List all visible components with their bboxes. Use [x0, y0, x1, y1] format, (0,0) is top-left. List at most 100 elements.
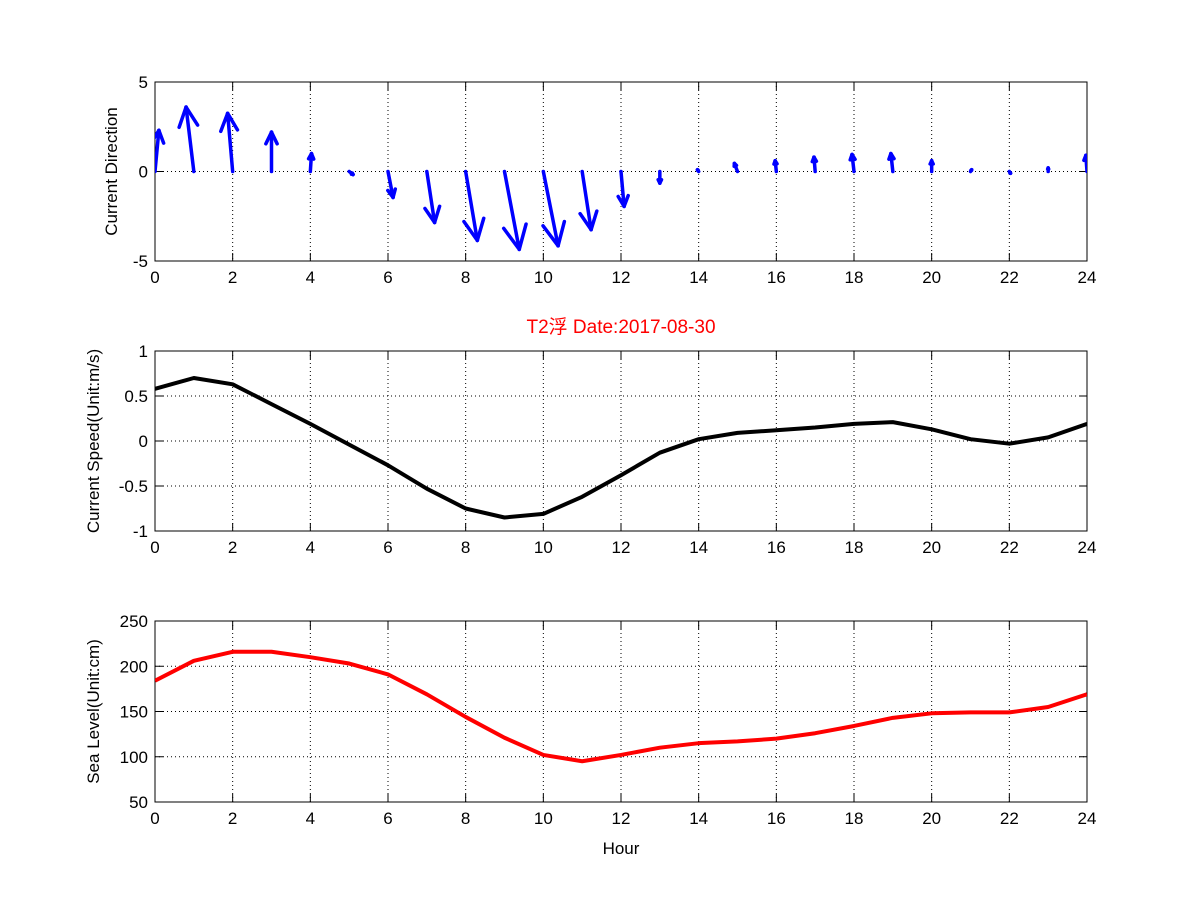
quiver-arrow	[501, 169, 528, 252]
y-tick-label: 200	[120, 657, 148, 676]
arrow-shaft	[386, 169, 395, 200]
x-tick-label: 14	[689, 268, 708, 287]
quiver-arrow	[1082, 153, 1087, 174]
arrow-shaft	[619, 169, 626, 209]
arrow-head	[155, 128, 161, 141]
arrow-shaft	[155, 128, 161, 174]
x-tick-label: 6	[383, 268, 392, 287]
quiver-arrow	[732, 161, 740, 174]
quiver-arrow	[423, 169, 442, 225]
arrow-head	[184, 105, 200, 127]
y-axis-label: Current Direction	[102, 107, 121, 236]
x-tick-label: 20	[922, 538, 941, 557]
quiver-arrow	[386, 169, 398, 200]
arrow-head	[656, 177, 662, 185]
arrow-head	[386, 188, 395, 200]
arrow-head	[501, 226, 522, 252]
y-tick-label: 0.5	[124, 387, 148, 406]
x-tick-label: 0	[150, 538, 159, 557]
y-tick-label: 100	[120, 748, 148, 767]
arrow-shaft	[541, 169, 560, 248]
arrow-head	[225, 111, 240, 132]
arrow-head	[889, 151, 896, 161]
arrow-shaft	[502, 169, 522, 252]
quiver-arrow	[177, 105, 200, 174]
x-tick-label: 24	[1078, 538, 1097, 557]
plot-area	[155, 649, 1087, 764]
arrow-head	[929, 159, 935, 166]
quiver-arrow	[616, 169, 630, 209]
quiver-arrow	[1045, 166, 1051, 174]
quiver-arrow	[928, 159, 935, 174]
x-tick-label: 18	[845, 268, 864, 287]
subplot-2: 0 2 4 6 8 10 12 14 16 18 20 22 24-1-0.500.51Current …	[84, 342, 1096, 557]
chart-title: T2浮 Date:2017-08-30	[526, 316, 715, 338]
arrow-shaft	[463, 169, 480, 243]
quiver-arrow	[155, 128, 166, 174]
quiver-arrow	[1007, 169, 1013, 176]
axes-box	[154, 350, 1088, 532]
arrow-head	[556, 219, 567, 248]
arrow-head	[309, 151, 316, 161]
arrow-head	[812, 155, 819, 164]
x-tick-label: 16	[767, 538, 786, 557]
arrow-shaft	[425, 169, 437, 225]
y-tick-label: 150	[120, 703, 148, 722]
arrow-shaft	[225, 111, 235, 174]
arrow-head	[850, 152, 857, 162]
series-line	[155, 649, 1087, 764]
quiver-arrow	[887, 151, 896, 174]
arrow-head	[423, 206, 437, 225]
quiver-arrow	[306, 151, 316, 174]
arrow-head	[732, 161, 739, 168]
y-tick-label: 50	[129, 793, 148, 812]
x-tick-label: 10	[534, 268, 553, 287]
x-tick-label: 12	[612, 268, 631, 287]
arrow-head	[541, 224, 560, 248]
y-tick-label: 0	[139, 163, 148, 182]
arrow-head	[432, 204, 442, 225]
x-tick-label: 6	[383, 538, 392, 557]
arrow-head	[157, 128, 166, 145]
x-tick-label: 22	[1000, 538, 1019, 557]
x-tick-label: 22	[1000, 268, 1019, 287]
quiver-arrow	[578, 169, 599, 232]
x-tick-label: 8	[461, 268, 470, 287]
arrow-shaft	[184, 105, 196, 174]
x-tick-label: 0	[150, 809, 159, 828]
quiver-arrow	[462, 169, 486, 243]
arrow-head	[1084, 153, 1087, 161]
arrow-head	[589, 209, 599, 232]
x-tick-label: 22	[1000, 809, 1019, 828]
x-tick-label: 20	[922, 268, 941, 287]
x-tick-label: 0	[150, 268, 159, 287]
arrow-head	[269, 130, 279, 146]
x-tick-label: 16	[767, 268, 786, 287]
x-tick-label: 4	[306, 538, 315, 557]
quiver-arrow	[848, 152, 857, 174]
x-tick-label: 12	[612, 809, 631, 828]
x-tick-label: 18	[845, 809, 864, 828]
arrow-head	[517, 222, 528, 252]
quiver-arrow	[219, 111, 240, 174]
y-tick-label: -5	[133, 252, 148, 271]
x-tick-label: 14	[689, 809, 708, 828]
quiver-arrow	[264, 130, 279, 174]
y-tick-label: 5	[139, 73, 148, 92]
arrow-head	[578, 211, 593, 232]
y-tick-label: -0.5	[119, 477, 148, 496]
x-tick-label: 12	[612, 538, 631, 557]
quiver-arrow	[810, 155, 819, 174]
y-tick-label: 250	[120, 612, 148, 631]
quiver-arrow	[968, 167, 974, 174]
quiver-arrow	[347, 169, 355, 177]
arrow-head	[177, 105, 188, 130]
y-tick-label: 0	[139, 432, 148, 451]
x-tick-label: 10	[534, 809, 553, 828]
x-tick-label: 2	[228, 538, 237, 557]
x-tick-label: 14	[689, 538, 708, 557]
x-tick-label: 4	[306, 268, 315, 287]
x-tick-label: 18	[845, 538, 864, 557]
